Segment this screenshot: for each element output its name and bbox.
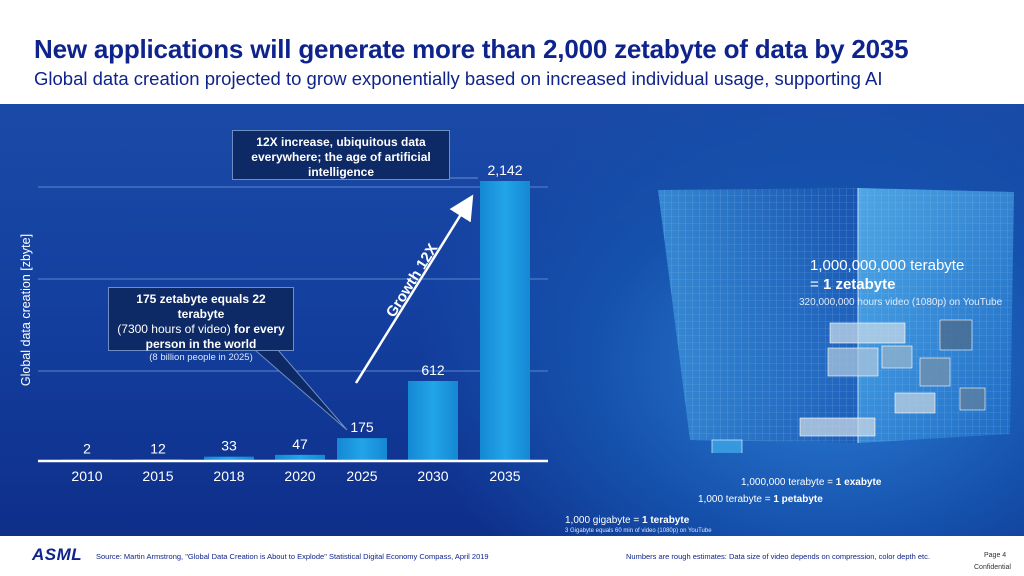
zetabyte-video-note: 320,000,000 hours video (1080p) on YouTu… <box>799 297 1003 308</box>
terabyte-label: 1,000 gigabyte = 1 terabyte <box>565 515 689 526</box>
petabyte-label: 1,000 terabyte = 1 petabyte <box>698 494 823 505</box>
x-tick-2015: 2015 <box>142 468 173 484</box>
value-label-2015: 12 <box>150 440 166 456</box>
y-axis-label: Global data creation [zbyte] <box>19 234 33 386</box>
terabyte-prefix: 1,000 gigabyte = <box>565 515 643 526</box>
value-label-2035: 2,142 <box>487 162 522 178</box>
terabyte-bold: 1 terabyte <box>642 515 690 526</box>
x-tick-2020: 2020 <box>284 468 315 484</box>
value-labels: 2 12 33 47 175 612 2,142 <box>83 162 523 457</box>
asml-logo: ASML <box>32 545 83 564</box>
gigabyte-video-note: 3 Gigabyte equals 60 min of video (1080p… <box>565 528 712 534</box>
bar-2030 <box>408 381 458 461</box>
callout-2035: 12X increase, ubiquitous data everywhere… <box>232 130 450 180</box>
x-tick-2025: 2025 <box>346 468 377 484</box>
estimate-note: Numbers are rough estimates: Data size o… <box>626 552 930 561</box>
x-tick-2035: 2035 <box>489 468 520 484</box>
page-subtitle: Global data creation projected to grow e… <box>34 68 883 89</box>
x-tick-2030: 2030 <box>417 468 448 484</box>
petabyte-bold: 1 petabyte <box>773 494 823 505</box>
callout-2025-line3: person in the world <box>145 337 257 351</box>
confidential-label: Confidential <box>974 564 1011 571</box>
data-cube-illustration <box>658 188 1014 453</box>
bar-2018 <box>204 456 254 461</box>
exabyte-prefix: 1,000,000 terabyte = <box>741 477 836 488</box>
exabyte-bold: 1 exabyte <box>835 477 882 488</box>
callout-2025-line2b: for every <box>230 322 285 336</box>
zetabyte-definition: 1,000,000,000 terabyte <box>810 257 965 274</box>
growth-arrow <box>354 194 474 384</box>
callout-2025-line2: (7300 hours of video) <box>117 322 231 336</box>
bar-2035 <box>480 181 530 461</box>
value-label-2030: 612 <box>421 362 445 378</box>
value-label-2020: 47 <box>292 436 308 452</box>
callout-2025: 175 zetabyte equals 22 terabyte (7300 ho… <box>108 287 294 363</box>
x-tick-2010: 2010 <box>71 468 102 484</box>
x-tick-2018: 2018 <box>213 468 244 484</box>
callout-2035-text: 12X increase, ubiquitous data everywhere… <box>251 135 431 179</box>
value-label-2018: 33 <box>221 438 237 454</box>
petabyte-prefix: 1,000 terabyte = <box>698 494 774 505</box>
zetabyte-prefix: = <box>810 276 823 293</box>
callout-2025-line1: 175 zetabyte equals 22 terabyte <box>136 292 266 321</box>
zetabyte-value: = 1 zetabyte <box>810 276 895 293</box>
value-label-2010: 2 <box>83 441 91 457</box>
bar-2025 <box>337 438 387 461</box>
exabyte-label: 1,000,000 terabyte = 1 exabyte <box>741 477 881 488</box>
growth-arrow-label: Growth 12X <box>383 241 442 321</box>
page-title: New applications will generate more than… <box>34 34 909 64</box>
bar-2020 <box>275 454 325 461</box>
callout-2025-line4: (8 billion people in 2025) <box>149 352 253 363</box>
zetabyte-bold: 1 zetabyte <box>822 276 896 293</box>
value-label-2025: 175 <box>350 419 374 435</box>
page-number: Page 4 <box>984 552 1007 559</box>
x-tick-labels: 2010 2015 2018 2020 2025 2030 2035 <box>71 468 520 484</box>
source-citation: Source: Martin Armstrong, "Global Data C… <box>96 552 489 561</box>
